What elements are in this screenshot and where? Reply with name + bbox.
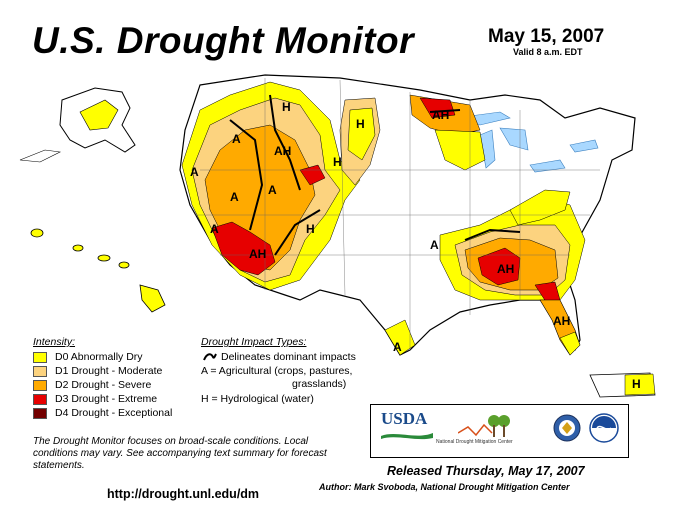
legend-label: D4 Drought - Exceptional	[55, 407, 173, 419]
impact-agricultural: A = Agricultural (crops, pastures,	[201, 365, 353, 377]
agency-logos	[370, 404, 629, 458]
map-label-a: A	[430, 238, 439, 252]
noaa-logo-icon	[589, 413, 619, 443]
florida-d0	[559, 331, 581, 356]
montana-d0	[347, 107, 376, 161]
map-label-a: A	[232, 132, 241, 146]
puerto-rico-d0	[624, 373, 656, 396]
source-url[interactable]: http://drought.unl.edu/dm	[107, 487, 260, 501]
legend-swatch	[33, 379, 47, 391]
map-label-a: A	[230, 190, 239, 204]
release-date: Released Thursday, May 17, 2007	[387, 464, 585, 478]
map-label-h: H	[333, 155, 342, 169]
southeast-d3	[477, 247, 521, 286]
map-label-a: A	[268, 183, 277, 197]
usda-swoosh-icon	[381, 433, 433, 440]
map-label-h: H	[632, 377, 641, 391]
legend-swatch	[33, 365, 47, 377]
impact-hydrological: H = Hydrological (water)	[201, 393, 314, 405]
map-date: May 15, 2007	[488, 26, 605, 47]
map-label-ah: AH	[432, 108, 450, 122]
usda-logo: USDA	[381, 409, 428, 428]
impact-line-icon	[203, 353, 217, 361]
upper-midwest-d3	[419, 97, 456, 119]
alaska	[19, 87, 136, 163]
great-lakes	[454, 111, 599, 173]
map-label-ah: AH	[497, 262, 515, 276]
texas-d0	[384, 319, 416, 356]
intensity-legend-title: Intensity:	[33, 336, 76, 348]
map-label-h: H	[282, 100, 291, 114]
legend-label: D3 Drought - Extreme	[55, 393, 158, 405]
legend-item-d4: D4 Drought - Exceptional	[33, 407, 172, 419]
map-label-h: H	[356, 117, 365, 131]
page-title: U.S. Drought Monitor	[32, 20, 414, 61]
legend-item-d0: D0 Abnormally Dry	[33, 351, 143, 363]
state-lines	[195, 78, 600, 350]
legend-label: D2 Drought - Severe	[55, 379, 152, 391]
legend-swatch	[33, 407, 47, 419]
upper-midwest-d0	[434, 129, 486, 171]
commerce-seal-icon	[553, 414, 581, 442]
ndmc-logo-text: National Drought Mitigation Center	[436, 439, 513, 445]
impact-line-label: Delineates dominant impacts	[221, 351, 356, 363]
legend-swatch	[33, 351, 47, 363]
author-credit: Author: Mark Svoboda, National Drought M…	[319, 482, 570, 492]
disclaimer-note: The Drought Monitor focuses on broad-sca…	[33, 436, 327, 471]
legend-label: D1 Drought - Moderate	[55, 365, 163, 377]
map-label-ah: AH	[249, 247, 267, 261]
southwest-d3	[211, 221, 276, 276]
legend-item-d2: D2 Drought - Severe	[33, 379, 151, 391]
map-label-a: A	[210, 222, 219, 236]
map-label-h: H	[306, 222, 315, 236]
map-label-ah: AH	[274, 144, 292, 158]
impact-agricultural-cont: grasslands)	[292, 378, 347, 390]
legend-item-d3: D3 Drought - Extreme	[33, 393, 157, 405]
impact-lines	[229, 94, 521, 256]
map-label-a: A	[393, 340, 402, 354]
appalachia-d0	[509, 189, 571, 226]
map-label-a: A	[190, 165, 199, 179]
ndmc-logo-icon	[458, 415, 510, 437]
legend-swatch	[33, 393, 47, 405]
legend-item-d1: D1 Drought - Moderate	[33, 365, 162, 377]
legend-label: D0 Abnormally Dry	[55, 351, 143, 363]
hawaii	[30, 228, 166, 313]
valid-time: Valid 8 a.m. EDT	[513, 47, 583, 57]
map-label-ah: AH	[553, 314, 571, 328]
impact-legend-title: Drought Impact Types:	[201, 336, 307, 348]
